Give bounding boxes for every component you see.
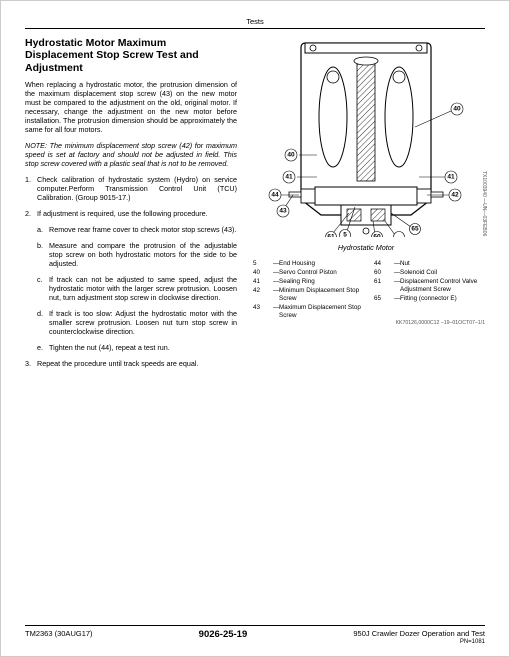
legend-label: Fitting (connector E)	[400, 295, 485, 303]
figure-caption: Hydrostatic Motor	[338, 243, 394, 252]
manual-page: Tests Hydrostatic Motor Maximum Displace…	[0, 0, 510, 657]
hydrostatic-motor-diagram: 40 40 41 41 42 43 44 44 5 60 61 65	[255, 37, 477, 237]
step-number: 3.	[25, 359, 37, 368]
callout-40b: 40	[453, 106, 461, 113]
intro-paragraph: When replacing a hydrostatic motor, the …	[25, 80, 237, 134]
legend-num: 44	[374, 260, 394, 268]
page-footer: TM2363 (30AUG17) 9026-25-19 950J Crawler…	[25, 625, 485, 646]
callout-65: 65	[411, 226, 419, 233]
legend-label: Nut	[400, 260, 485, 268]
substep-letter: c.	[37, 275, 49, 302]
legend-label: Servo Control Piston	[279, 269, 364, 277]
substep-text: If track is too slow: Adjust the hydrost…	[49, 309, 237, 336]
page-title: Hydrostatic Motor Maximum Displacement S…	[25, 37, 237, 73]
substep-a: a. Remove rear frame cover to check moto…	[25, 225, 237, 234]
legend-label: Solenoid Coil	[400, 269, 485, 277]
legend-num: 43	[253, 304, 273, 320]
callout-41b: 41	[447, 174, 455, 181]
figure-bottomref: KK70126,0000C12 –19–01OCT07–1/1	[247, 320, 485, 327]
callout-42: 42	[451, 192, 459, 199]
callout-43: 43	[279, 208, 287, 215]
legend-num: 61	[374, 278, 394, 294]
callout-61: 61	[327, 234, 335, 238]
substep-d: d. If track is too slow: Adjust the hydr…	[25, 309, 237, 336]
step-text: If adjustment is required, use the follo…	[37, 209, 237, 218]
substep-text: If track can not be adjusted to same spe…	[49, 275, 237, 302]
callout-40a: 40	[287, 152, 295, 159]
right-column: 40 40 41 41 42 43 44 44 5 60 61 65	[247, 37, 485, 374]
step-number: 1.	[25, 175, 37, 202]
legend-num: 40	[253, 269, 273, 277]
legend-num: 42	[253, 287, 273, 303]
legend-col-2: 44—Nut 60—Solenoid Coil 61—Displacement …	[374, 260, 485, 320]
substep-text: Tighten the nut (44), repeat a test run.	[49, 343, 237, 352]
legend-label: End Housing	[279, 260, 364, 268]
content-columns: Hydrostatic Motor Maximum Displacement S…	[25, 37, 485, 374]
step-2: 2. If adjustment is required, use the fo…	[25, 209, 237, 218]
figure-sideref: TX1003940 —UN—03FEB06	[481, 171, 487, 236]
note-paragraph: NOTE: The minimum displacement stop scre…	[25, 141, 237, 168]
left-column: Hydrostatic Motor Maximum Displacement S…	[25, 37, 237, 374]
legend: 5—End Housing 40—Servo Control Piston 41…	[247, 260, 485, 320]
legend-label: Sealing Ring	[279, 278, 364, 286]
legend-num: 60	[374, 269, 394, 277]
legend-label: Maximum Displacement Stop Screw	[279, 304, 364, 320]
substep-letter: b.	[37, 241, 49, 268]
substep-b: b. Measure and compare the protrusion of…	[25, 241, 237, 268]
footer-pn: PN=1081	[353, 639, 485, 647]
step-text: Repeat the procedure until track speeds …	[37, 359, 237, 368]
step-3: 3. Repeat the procedure until track spee…	[25, 359, 237, 368]
footer-left: TM2363 (30AUG17)	[25, 629, 93, 638]
substep-e: e. Tighten the nut (44), repeat a test r…	[25, 343, 237, 352]
step-number: 2.	[25, 209, 37, 218]
footer-right: 950J Crawler Dozer Operation and Test	[353, 629, 485, 638]
substep-letter: d.	[37, 309, 49, 336]
callout-60: 60	[373, 234, 381, 238]
header-rule	[25, 28, 485, 29]
substep-c: c. If track can not be adjusted to same …	[25, 275, 237, 302]
legend-num: 65	[374, 295, 394, 303]
legend-num: 5	[253, 260, 273, 268]
legend-num: 41	[253, 278, 273, 286]
substep-letter: e.	[37, 343, 49, 352]
callout-41a: 41	[285, 174, 293, 181]
legend-label: Displacement Control Valve Adjustment Sc…	[400, 278, 485, 294]
diagram-container: 40 40 41 41 42 43 44 44 5 60 61 65	[255, 37, 477, 239]
legend-label: Minimum Displacement Stop Screw	[279, 287, 364, 303]
footer-rule	[25, 625, 485, 626]
callout-5: 5	[343, 232, 347, 238]
legend-col-1: 5—End Housing 40—Servo Control Piston 41…	[253, 260, 364, 320]
substep-text: Measure and compare the protrusion of th…	[49, 241, 237, 268]
step-text: Check calibration of hydrostatic system …	[37, 175, 237, 202]
step-1: 1. Check calibration of hydrostatic syst…	[25, 175, 237, 202]
callout-44a: 44	[271, 192, 279, 199]
footer-center: 9026-25-19	[199, 629, 248, 641]
header-section-label: Tests	[25, 17, 485, 26]
substep-text: Remove rear frame cover to check motor s…	[49, 225, 237, 234]
substep-letter: a.	[37, 225, 49, 234]
